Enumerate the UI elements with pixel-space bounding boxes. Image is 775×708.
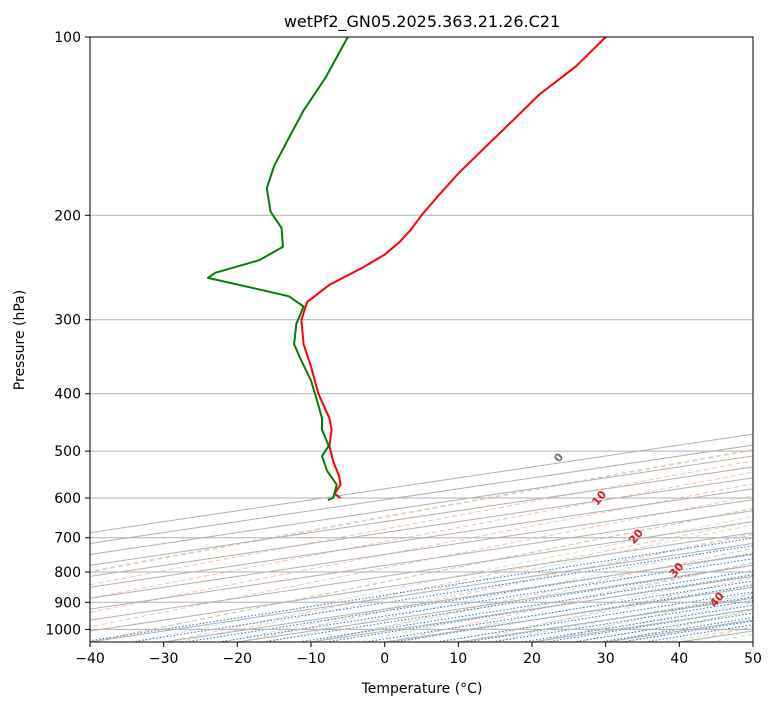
x-tick-label: −10 [296, 651, 326, 667]
x-tick-label: 0 [380, 651, 389, 667]
x-tick-label: −30 [149, 651, 179, 667]
plot-area: 0.10.20.40.611.52346810131620253036-100-… [90, 37, 753, 642]
isotherm-gridline [90, 455, 753, 555]
mixing-ratio-line [90, 537, 753, 642]
moist-adiabat-line [134, 516, 753, 642]
moist-adiabat-line [178, 524, 753, 642]
isotherm-gridline [90, 466, 753, 566]
temperature-profile-line [300, 37, 607, 499]
y-tick-label: 1000 [45, 622, 81, 638]
chart-title: wetPf2_GN05.2025.363.21.26.C21 [284, 12, 560, 32]
y-axis-ticks: 100 200 300 400 500 600 700 800 900 1000 [45, 30, 90, 638]
plot-frame [89, 36, 754, 643]
x-axis-ticks: −40 −30 −20 −10 0 10 20 30 40 50 [75, 642, 762, 667]
x-tick-label: 20 [523, 651, 541, 667]
isotherm-gridline [90, 444, 753, 545]
isobar-grid [90, 37, 753, 630]
isotherm-gridline [90, 477, 753, 577]
y-tick-label: 400 [54, 387, 81, 403]
plot-background [90, 37, 753, 642]
profile-series [206, 37, 607, 502]
dry-adiabat-line [389, 562, 753, 642]
isotherm-gridline [90, 499, 753, 599]
y-tick-label: 600 [54, 491, 81, 507]
x-tick-label: −40 [75, 651, 105, 667]
dry-adiabat-line [90, 460, 753, 586]
x-tick-label: 50 [744, 651, 762, 667]
mixing-ratio-line [299, 570, 753, 642]
x-axis-title: Temperature (°C) [361, 681, 483, 697]
y-tick-label: 100 [54, 30, 81, 46]
y-axis-title: Pressure (hPa) [12, 290, 28, 390]
isotherm-grid [90, 433, 753, 642]
y-tick-label: 300 [54, 313, 81, 329]
x-tick-label: −20 [223, 651, 253, 667]
x-tick-label: 30 [597, 651, 615, 667]
isotherm-gridline [90, 510, 753, 610]
y-tick-label: 700 [54, 531, 81, 547]
y-tick-label: 900 [54, 595, 81, 611]
dewpoint-profile-line [206, 37, 349, 502]
moist-adiabat-line [222, 532, 753, 642]
isotherm-gridline [90, 488, 753, 588]
dry-adiabat-line [90, 483, 753, 613]
y-tick-label: 500 [54, 444, 81, 460]
moist-adiabat-line [487, 593, 753, 642]
y-tick-label: 800 [54, 565, 81, 581]
mixing-ratio-line [326, 574, 753, 642]
isotherm-gridline [90, 532, 753, 632]
isotherm-gridline [90, 521, 753, 621]
dry-adiabat-line [463, 577, 753, 642]
x-tick-label: 10 [449, 651, 467, 667]
y-tick-label: 200 [54, 208, 81, 224]
moist-adiabat-line [90, 508, 753, 642]
dry-adiabat-line [239, 534, 753, 642]
x-tick-label: 40 [670, 651, 688, 667]
mixing-ratio-line [365, 580, 753, 642]
